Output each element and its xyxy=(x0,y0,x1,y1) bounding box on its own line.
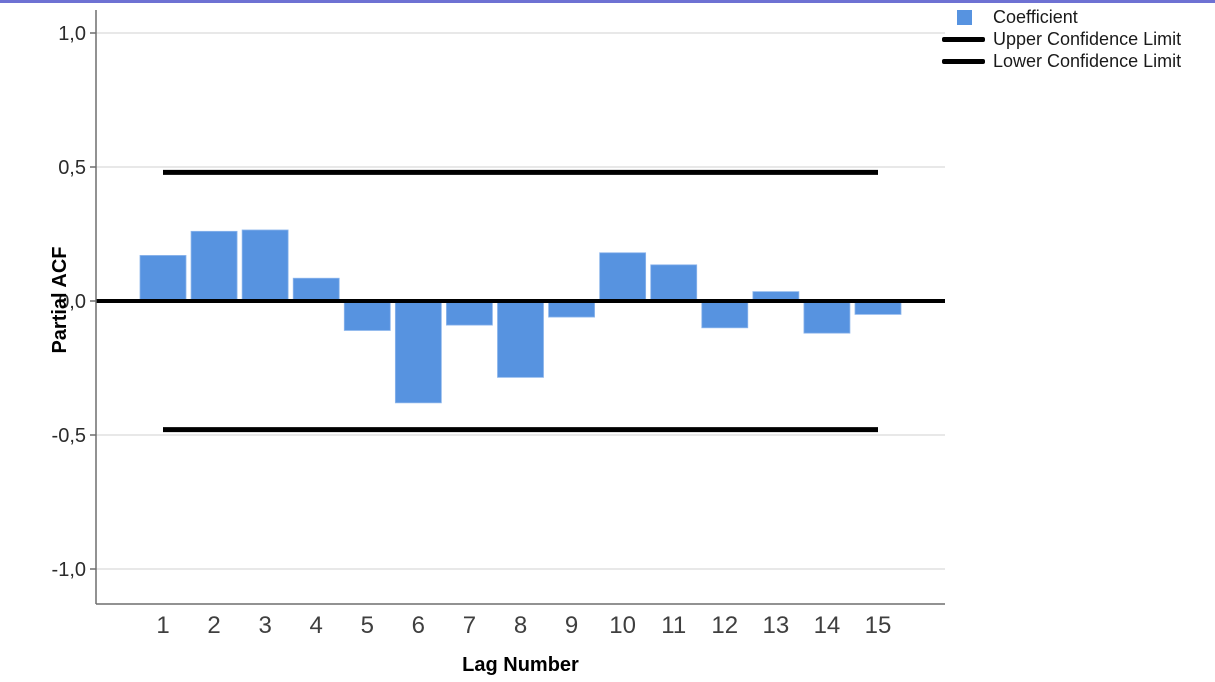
x-tick-label: 14 xyxy=(814,612,841,639)
legend-item-coefficient: Coefficient xyxy=(941,6,1181,28)
legend-item-upper-confidence-limit: Upper Confidence Limit xyxy=(941,28,1181,50)
x-tick-label: 5 xyxy=(361,612,374,639)
swatch-cell xyxy=(941,9,990,25)
y-tick-label: 0,5 xyxy=(58,157,86,179)
legend: Coefficient Upper Confidence Limit Lower… xyxy=(941,6,1181,72)
coefficient-bar-lag-2 xyxy=(190,230,238,302)
x-tick-label: 2 xyxy=(207,612,220,639)
coefficient-bar-lag-11 xyxy=(650,264,698,302)
y-tick-label: -1,0 xyxy=(52,559,86,581)
x-tick-label: 12 xyxy=(711,612,738,639)
y-tick-label: 0,0 xyxy=(58,291,86,313)
swatch-cell xyxy=(941,58,990,64)
coefficient-bar-lag-15 xyxy=(854,300,902,315)
lower-confidence-line-icon xyxy=(942,58,985,64)
x-tick-label: 15 xyxy=(865,612,892,639)
coefficient-bar-lag-6 xyxy=(394,300,442,404)
y-tick-label: 1,0 xyxy=(58,23,86,45)
upper-confidence-line-icon xyxy=(942,36,985,42)
coefficient-bar-lag-14 xyxy=(803,300,851,334)
coefficient-bar-lag-1 xyxy=(139,255,187,302)
coefficient-bar-lag-12 xyxy=(701,300,749,329)
x-tick-label: 10 xyxy=(609,612,636,639)
swatch-cell xyxy=(941,36,990,42)
coefficient-bar-lag-7 xyxy=(446,300,493,326)
y-axis-title: Partial ACF xyxy=(49,246,71,353)
x-tick-label: 8 xyxy=(514,612,527,639)
coefficient-bar-lag-8 xyxy=(497,300,544,378)
coefficient-bar-lag-5 xyxy=(343,300,391,331)
coefficient-square-icon xyxy=(957,9,972,25)
x-tick-label: 11 xyxy=(661,612,686,639)
coefficient-bar-lag-10 xyxy=(599,252,647,302)
x-tick-label: 7 xyxy=(463,612,476,639)
legend-item-lower-confidence-limit: Lower Confidence Limit xyxy=(941,50,1181,72)
x-tick-label: 13 xyxy=(763,612,790,639)
x-tick-label: 3 xyxy=(258,612,271,639)
coefficient-bar-lag-3 xyxy=(241,229,289,302)
x-tick-label: 4 xyxy=(310,612,323,639)
legend-label-upper-confidence-limit: Upper Confidence Limit xyxy=(993,28,1182,49)
legend-label-lower-confidence-limit: Lower Confidence Limit xyxy=(993,50,1182,71)
window-top-border xyxy=(0,0,1215,3)
x-tick-label: 1 xyxy=(156,612,169,639)
x-tick-label: 9 xyxy=(565,612,578,639)
x-tick-label: 6 xyxy=(412,612,425,639)
x-axis-title: Lag Number xyxy=(462,654,579,676)
coefficient-bar-lag-4 xyxy=(292,277,340,302)
y-tick-label: -0,5 xyxy=(52,425,86,447)
legend-label-coefficient: Coefficient xyxy=(993,6,1078,27)
coefficient-bar-lag-9 xyxy=(548,300,595,318)
